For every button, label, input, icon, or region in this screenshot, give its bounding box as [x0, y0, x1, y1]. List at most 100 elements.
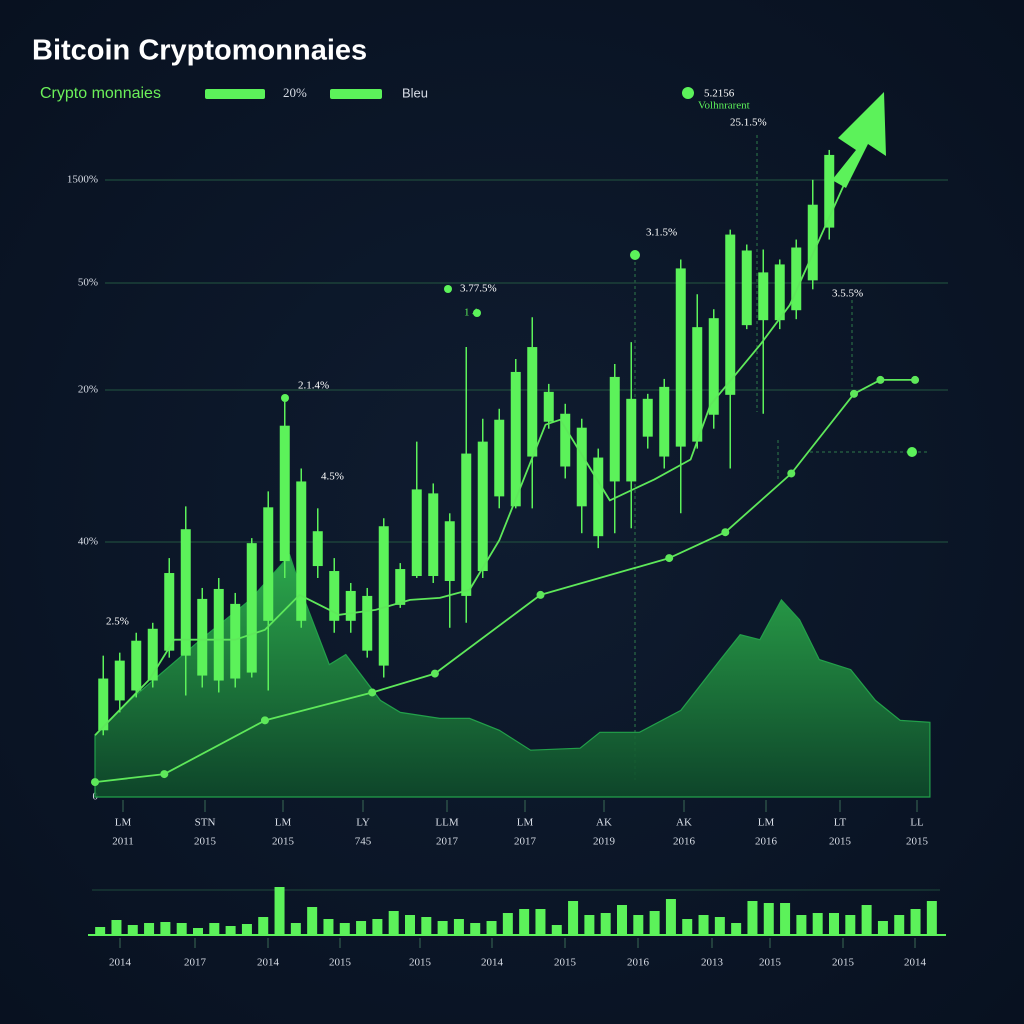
bar [926, 901, 937, 935]
marker-dot [907, 447, 917, 457]
annotation: Volhnrarent [698, 100, 750, 112]
bar [861, 905, 872, 935]
x-axis-label: 2017 [436, 836, 459, 848]
legend-label: Bleu [402, 85, 428, 100]
line-marker [536, 590, 545, 599]
candle-body [197, 598, 208, 676]
annotation: 5.2156 [704, 88, 735, 100]
bar [910, 909, 921, 935]
candle-body [263, 507, 274, 621]
candle-body [131, 640, 142, 691]
x-axis-label: 745 [355, 836, 372, 848]
bar [453, 919, 464, 935]
candle-body [593, 457, 604, 537]
bar [845, 915, 856, 935]
x-axis-label: AK [596, 817, 612, 829]
legend-swatch [330, 89, 382, 99]
bar [584, 915, 595, 935]
bar [241, 924, 252, 935]
bar [258, 917, 269, 935]
candle-body [510, 371, 521, 507]
line-marker [430, 669, 439, 678]
x-axis-label: 2017 [184, 957, 207, 969]
candle-body [725, 234, 736, 395]
x-axis-label: 2017 [514, 836, 537, 848]
bar [665, 899, 676, 935]
candle-body [98, 678, 109, 731]
candle-body [791, 247, 802, 311]
candle-body [428, 493, 439, 577]
guides [634, 135, 930, 780]
candle-body [362, 595, 373, 651]
bar [339, 923, 350, 935]
bar [731, 923, 742, 935]
annotation: 4.5% [321, 471, 344, 483]
annotation: 3.1.5% [646, 227, 677, 239]
candle-body [114, 660, 125, 701]
candle-body [312, 531, 323, 567]
line-marker [787, 469, 796, 478]
line-marker [160, 770, 169, 779]
x-axis-label: 2016 [673, 836, 696, 848]
bar [780, 903, 791, 935]
candle-body [296, 481, 307, 621]
bar [747, 901, 758, 935]
candle-body [609, 376, 620, 482]
marker-dot [444, 285, 452, 293]
candle-body [213, 588, 224, 681]
y-axis-label: 50% [78, 277, 98, 289]
candle-body [378, 526, 389, 666]
candle-body [692, 327, 703, 442]
x-axis-label: 2015 [832, 957, 855, 969]
bar [127, 925, 138, 935]
bar [649, 911, 660, 935]
bar [714, 917, 725, 935]
chart-title: Bitcoin Cryptomonnaies [32, 35, 367, 67]
bar [698, 915, 709, 935]
bar [95, 927, 106, 935]
x-axis-label: 2014 [257, 957, 280, 969]
legend-swatch [205, 89, 265, 99]
line-series [94, 379, 916, 783]
legend-label: Crypto monnaies [40, 85, 161, 102]
bar [225, 926, 236, 935]
x-axis-label: 2015 [194, 836, 217, 848]
bar [372, 919, 383, 935]
candle-body [758, 272, 769, 321]
x-axis-label: 2015 [329, 957, 352, 969]
x-axis-label: LY [356, 817, 370, 829]
x-axis-label: 2015 [554, 957, 577, 969]
bar [176, 923, 187, 935]
candle-body [659, 386, 670, 457]
candle-body [708, 318, 719, 415]
marker-dot [630, 250, 640, 260]
marker-dot [473, 309, 481, 317]
bar [405, 915, 415, 935]
bar [551, 925, 562, 935]
x-axis-label: 2014 [109, 957, 132, 969]
x-axis-label: AK [676, 817, 692, 829]
x-axis-label: 2015 [759, 957, 782, 969]
x-axis-label: LM [275, 817, 292, 829]
candle-body [164, 573, 175, 651]
bar [421, 917, 432, 935]
x-axis-label: 2019 [593, 836, 616, 848]
line-marker [91, 778, 99, 787]
annotation: 2.5% [106, 616, 129, 628]
x-axis-label: LL [910, 817, 924, 829]
bar [160, 922, 171, 935]
candle-body [807, 204, 818, 281]
candle-body [461, 453, 472, 596]
bar [519, 909, 530, 935]
marker-dot [682, 87, 694, 99]
candle-body [477, 441, 488, 572]
annotation: 2.1.4% [298, 380, 329, 392]
candle-body [345, 590, 356, 621]
candle-body [626, 398, 637, 482]
candle-body [444, 521, 455, 581]
line-marker [850, 389, 858, 398]
bar [829, 913, 839, 935]
